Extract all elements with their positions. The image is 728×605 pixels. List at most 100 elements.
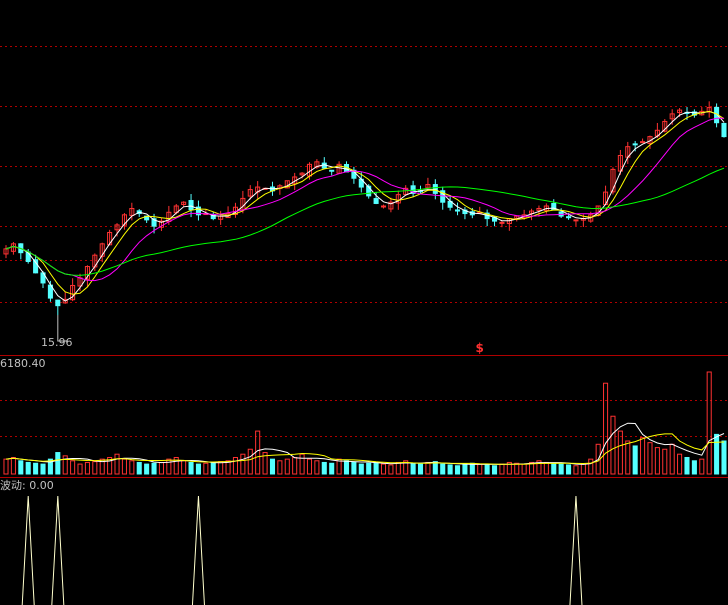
volume-bar	[144, 463, 150, 475]
volume-bar	[380, 463, 387, 475]
indicator-label: 波动: 0.00	[0, 479, 54, 492]
volume-bar	[543, 461, 549, 475]
volume-bar	[10, 456, 16, 475]
volume-bar	[706, 371, 712, 475]
volume-bar	[33, 462, 39, 475]
candle-body	[99, 243, 105, 257]
indicator-spike	[21, 495, 35, 605]
volume-bar	[640, 437, 646, 475]
volume-bar	[388, 464, 394, 475]
candle-body	[366, 185, 372, 197]
volume-bar	[151, 462, 157, 475]
volume-bar	[536, 460, 542, 475]
volume-bar	[188, 461, 194, 475]
candle-body	[454, 209, 461, 212]
candle-body	[529, 210, 535, 214]
candle-body	[662, 120, 668, 132]
candle-body	[299, 172, 305, 176]
volume-bar	[454, 465, 461, 475]
volume-bar	[654, 447, 660, 475]
volume-bar	[462, 463, 468, 475]
candle-body	[188, 200, 194, 211]
candle-body	[329, 169, 335, 172]
ma-short-line	[5, 110, 725, 302]
volume-bar	[136, 461, 142, 475]
candle-body	[181, 201, 187, 205]
volume-bar	[447, 464, 453, 475]
ma-long-line	[5, 117, 724, 282]
candle-body	[158, 220, 164, 228]
volume-bar	[558, 463, 564, 475]
volume-bar	[514, 462, 520, 475]
volume-bar	[70, 460, 76, 475]
candle-body	[669, 113, 675, 120]
volume-bar	[232, 456, 238, 475]
volume-bar	[25, 461, 31, 475]
candle-body	[721, 122, 727, 138]
candle-body	[380, 205, 387, 208]
volume-bar	[314, 460, 320, 475]
candle-body	[536, 208, 542, 211]
volume-max-label: 6180.40	[0, 357, 46, 370]
volume-bar	[499, 463, 505, 475]
volume-bar	[62, 455, 68, 475]
volume-bar	[551, 462, 557, 475]
candle-body	[247, 189, 253, 197]
candle-body	[195, 206, 201, 216]
candle-body	[84, 266, 90, 280]
volume-bar	[166, 458, 172, 475]
volume-bar	[99, 458, 105, 475]
ma-trend-line	[5, 167, 725, 276]
volume-bar	[329, 462, 335, 475]
volume-bar	[47, 458, 53, 475]
volume-bar	[3, 458, 9, 475]
volume-bar	[484, 464, 490, 475]
volume-bar	[580, 463, 586, 475]
volume-bar	[632, 445, 638, 475]
candle-body	[129, 208, 135, 216]
signal-marker: $	[476, 341, 484, 355]
price-panel	[3, 101, 727, 342]
volume-bar	[247, 448, 253, 475]
candle-body	[706, 107, 712, 113]
volume-bar	[203, 462, 209, 475]
volume-bar	[107, 456, 113, 475]
volume-bar	[684, 456, 690, 475]
volume-bar	[395, 461, 401, 475]
volume-bar	[699, 458, 705, 475]
candle-body	[617, 155, 623, 172]
volume-bar	[255, 430, 261, 475]
volume-bar	[573, 465, 579, 475]
volume-bar	[677, 453, 683, 475]
volume-bar	[210, 461, 216, 475]
low-marker-line	[57, 315, 68, 342]
volume-bar	[721, 440, 727, 475]
volume-bar	[158, 461, 164, 475]
indicator-panel	[21, 495, 583, 605]
volume-bar	[366, 462, 372, 475]
volume-bar	[195, 463, 201, 475]
candle-body	[499, 221, 505, 224]
volume-bar	[277, 460, 283, 475]
volume-bar	[173, 456, 179, 475]
volume-bar	[269, 458, 276, 475]
candle-body	[121, 214, 127, 226]
volume-bar	[432, 461, 438, 475]
volume-bar	[92, 461, 98, 475]
candle-body	[403, 187, 409, 195]
volume-bar	[617, 430, 623, 475]
candle-body	[432, 184, 438, 194]
volume-bar	[299, 453, 305, 475]
volume-bar	[292, 456, 298, 475]
volume-bar	[603, 382, 609, 475]
candle-body	[151, 218, 157, 227]
volume-ma-long-line	[5, 433, 725, 465]
volume-bar	[410, 462, 416, 475]
volume-bar	[529, 461, 535, 475]
candle-body	[62, 298, 68, 304]
volume-bar	[40, 463, 46, 475]
volume-bar	[84, 461, 90, 475]
candle-body	[373, 198, 379, 204]
grid-lines	[0, 46, 728, 478]
